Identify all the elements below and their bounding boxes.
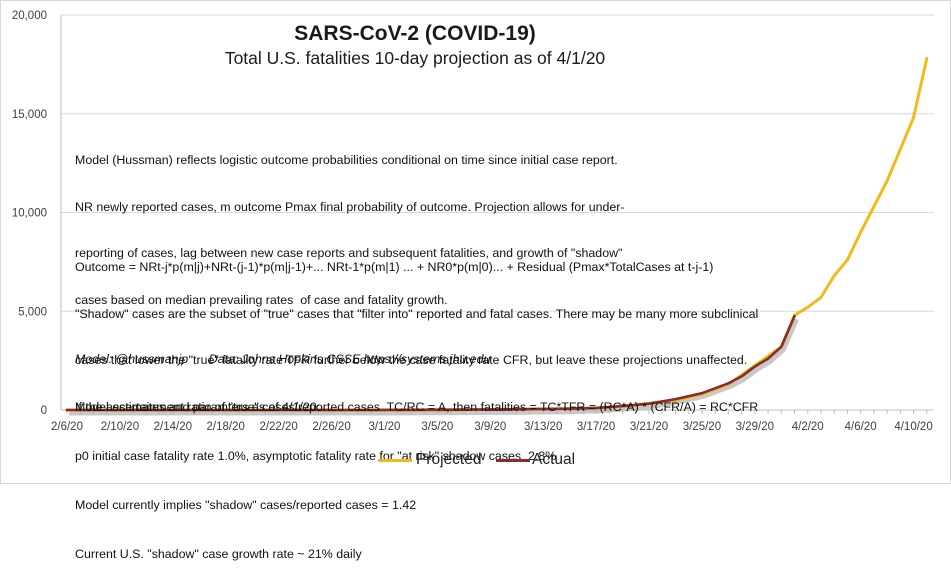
y-tick-label: 0 [41,405,47,417]
model-credit-line: Model: @hussmanjp Data: Johns Hopkins CS… [75,351,491,366]
legend-label-projected: Projected [416,451,482,468]
data-point-actual [793,315,796,318]
model-note-line: NR newly reported cases, m outcome Pmax … [75,199,625,214]
legend-label-actual: Actual [532,451,576,468]
data-point-actual [436,408,439,411]
legend-swatch-projected [378,459,412,462]
outcome-note-line: If the ascertainment ratio of "true" cas… [75,399,759,414]
x-tick-label: 3/1/20 [368,421,400,433]
x-tick-label: 3/25/20 [683,421,721,433]
data-point-projected [912,116,915,119]
x-tick-label: 4/10/20 [894,421,932,433]
x-tick-label: 4/6/20 [845,421,877,433]
x-tick-label: 3/29/20 [736,421,774,433]
y-tick-label: 15,000 [12,109,47,121]
data-point-actual [740,375,743,378]
data-point-projected [925,57,928,60]
data-point-actual [727,382,730,385]
x-tick-label: 2/26/20 [312,421,350,433]
x-tick-label: 4/2/20 [792,421,824,433]
chart-title: SARS-CoV-2 (COVID-19) [294,22,536,45]
data-point-projected [872,205,876,208]
outcome-formula-note: Outcome = NRt-j*p(m|j)+NRt-(j-1)*p(m|j-1… [75,229,758,431]
data-point-actual [502,408,505,411]
chart-subtitle: Total U.S. fatalities 10-day projection … [224,48,606,68]
data-point-actual [568,407,571,410]
data-point-actual [65,408,69,412]
gridlines [61,14,934,312]
data-point-actual [700,392,704,395]
model-note-line: reporting of cases, lag between new case… [75,246,623,260]
x-tick-label: 3/5/20 [421,421,453,433]
x-tick-label: 3/17/20 [577,421,615,433]
outcome-note-line: Outcome = NRt-j*p(m|j)+NRt-(j-1)*p(m|j-1… [75,260,714,274]
outcome-note-line: "Shadow" cases are the subset of "true" … [75,306,759,321]
data-point-projected [833,274,836,277]
data-point-actual [370,408,373,412]
data-point-actual [780,345,783,348]
params-note-line: Current U.S. "shadow" case growth rate ~… [75,547,362,562]
series-line-actual-shadow [69,318,799,416]
x-tick-label: 2/14/20 [154,421,192,433]
x-tick-label: 3/21/20 [630,421,668,433]
data-point-actual [581,407,585,410]
x-tick-label: 2/10/20 [101,421,139,433]
x-tick-label: 2/18/20 [207,421,245,433]
data-point-projected [885,179,889,183]
data-point-actual [621,404,624,408]
data-point-actual [674,397,677,401]
model-description-note: Model (Hussman) reflects logistic outcom… [75,122,625,324]
data-point-projected [819,296,823,299]
data-point-projected [846,258,849,262]
data-point-actual [766,357,770,360]
y-tick-label: 20,000 [12,10,47,22]
legend-swatch-actual [496,459,530,462]
model-note-line: cases based on median prevailing rates o… [75,292,448,307]
data-point-projected [806,306,809,309]
y-tick-labels: 0 5,000 10,000 15,000 20,000 [12,10,47,417]
y-tick-label: 10,000 [12,208,47,220]
y-tick-label: 5,000 [18,306,47,318]
x-tick-label: 3/9/20 [474,421,506,433]
data-point-projected [899,148,902,151]
outcome-note-line: cases that lower the "true" fatality rat… [75,353,748,367]
params-note-line: Model estimates and paramters as of 4/1/… [75,400,321,415]
data-point-actual [594,406,598,410]
x-tick-label: 3/13/20 [524,421,562,433]
model-note-line: Model (Hussman) reflects logistic outcom… [75,153,618,167]
model-parameters-note: Model: @hussmanjp Data: Johns Hopkins CS… [75,318,556,579]
x-tick-label: 2/6/20 [51,421,83,433]
data-point-actual [753,365,756,368]
params-note-line: p0 initial case fatality rate 1.0%, asym… [75,449,557,464]
data-point-projected [859,231,862,234]
x-tick-labels: 2/6/20 2/10/20 2/14/20 2/18/20 2/22/20 2/26/2… [51,421,933,433]
chart-area [0,0,951,484]
x-tick-label: 2/22/20 [259,421,297,433]
series-lines [65,56,929,416]
data-point-actual [647,402,651,405]
params-note-line: Model currently implies "shadow" cases/r… [75,498,417,513]
